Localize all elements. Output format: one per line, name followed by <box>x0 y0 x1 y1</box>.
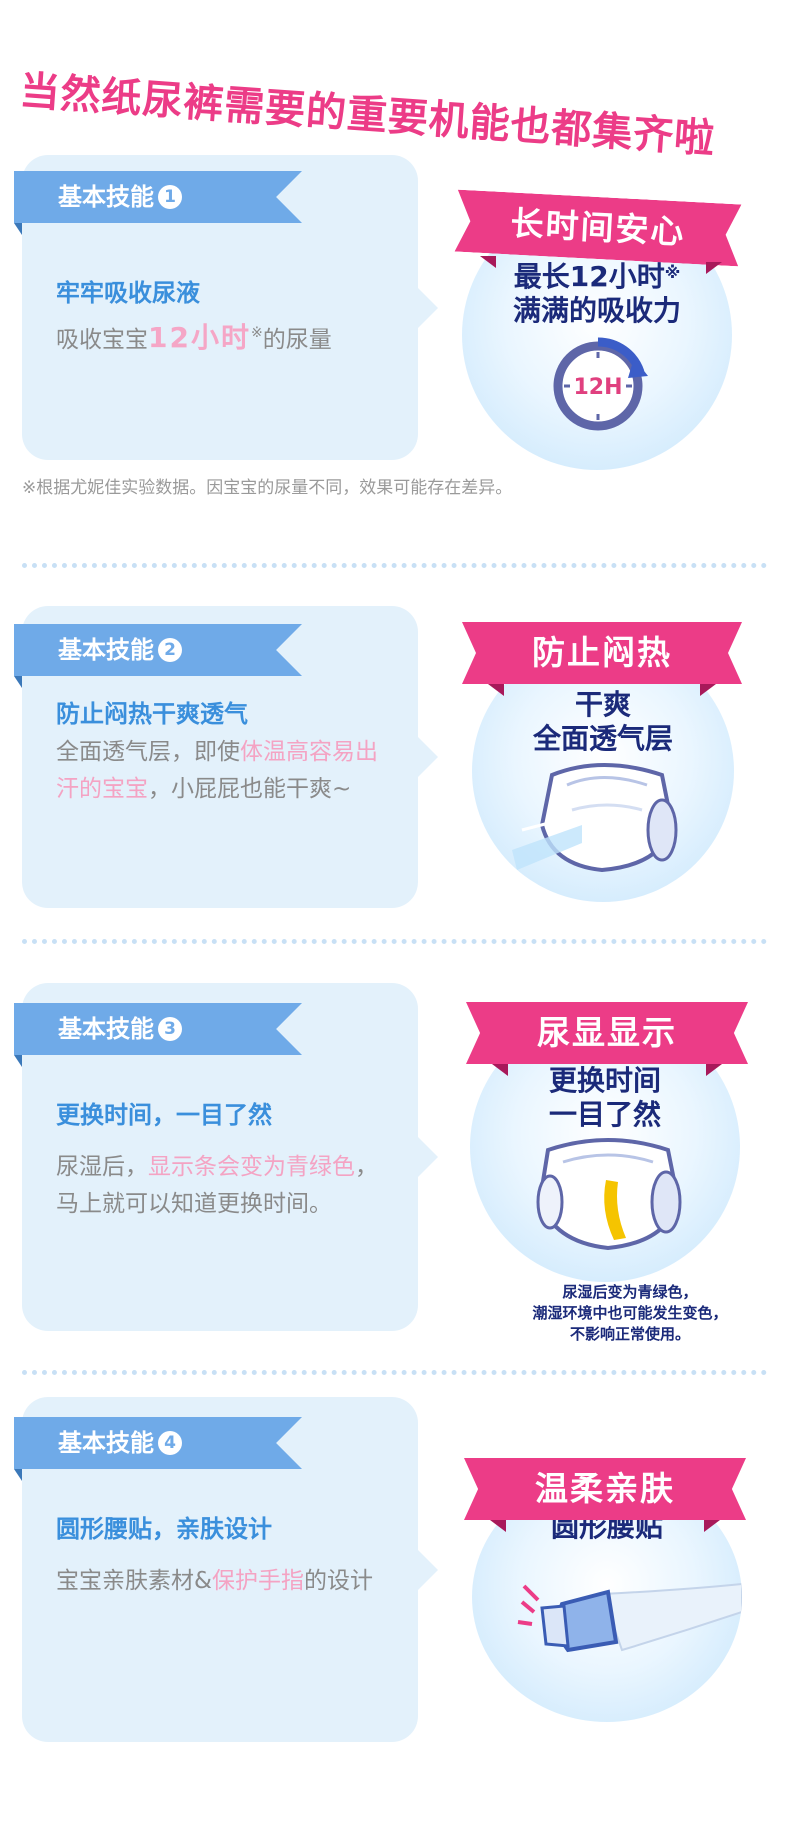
skill-badge-number: 3 <box>158 1017 182 1041</box>
feature-heading: 防止闷热干爽透气 <box>56 700 248 728</box>
diaper-indicator-icon <box>536 1138 682 1251</box>
description-text: 全面透气层，即使 <box>56 739 240 765</box>
feature-description: 宝宝亲肤素材&保护手指的设计 <box>56 1563 396 1600</box>
banner-tail <box>704 1520 720 1532</box>
feature-heading: 圆形腰贴，亲肤设计 <box>56 1515 272 1543</box>
footnote: ※根据尤妮佳实验数据。因宝宝的尿量不同，效果可能存在差异。 <box>22 478 513 498</box>
skill-badge-number: 2 <box>158 638 182 662</box>
description-highlight: 保护手指 <box>211 1568 304 1594</box>
section-divider <box>22 939 767 944</box>
feature-card-3: 基本技能 3 更换时间，一目了然 尿湿后，显示条会变为青绿色，马上就可以知道更换时… <box>14 983 438 1331</box>
section-divider <box>22 563 767 568</box>
circle-line: 最长12小时 <box>513 260 665 293</box>
feature-card-4: 基本技能 4 圆形腰贴，亲肤设计 宝宝亲肤素材&保护手指的设计 <box>14 1397 438 1742</box>
banner-tail <box>706 262 722 274</box>
skill-badge-number: 1 <box>158 185 182 209</box>
feature-banner-3: 尿显显示 <box>466 1002 748 1064</box>
banner-tail <box>490 1520 506 1532</box>
banner-tail <box>488 684 504 696</box>
banner-tail <box>480 256 496 268</box>
ribbon-fold <box>14 1055 22 1067</box>
indicator-note: 尿湿后变为青绿色， 潮湿环境中也可能发生变色， 不影响正常使用。 <box>480 1282 780 1345</box>
section-divider <box>22 1370 767 1375</box>
feature-card-1: 基本技能 1 牢牢吸收尿液 吸收宝宝12小时※的尿量 <box>14 155 438 460</box>
note-line: 不影响正常使用。 <box>569 1325 690 1343</box>
circle-line: 满满的吸收力 <box>512 294 681 327</box>
banner-tail <box>706 1064 722 1076</box>
ribbon-fold <box>14 223 22 235</box>
description-text: 的设计 <box>303 1568 373 1594</box>
skill-badge-2: 基本技能 2 <box>14 624 302 676</box>
feature-banner-2: 防止闷热 <box>462 622 742 684</box>
skill-badge-label: 基本技能 <box>58 183 154 211</box>
skill-badge-label: 基本技能 <box>58 1429 154 1457</box>
circle-line: 更换时间 <box>548 1064 661 1097</box>
description-text: 宝宝亲肤素材& <box>56 1568 212 1594</box>
description-mark: ※ <box>250 325 263 341</box>
circle-mark: ※ <box>664 263 681 282</box>
circle-line: 一目了然 <box>548 1098 661 1131</box>
circle-line: 干爽 <box>574 688 631 721</box>
description-highlight: 显示条会变为青绿色 <box>148 1154 355 1180</box>
feature-banner-4: 温柔亲肤 <box>464 1458 746 1520</box>
skill-badge-4: 基本技能 4 <box>14 1417 302 1469</box>
note-line: 潮湿环境中也可能发生变色， <box>532 1304 728 1322</box>
feature-heading: 更换时间，一目了然 <box>56 1101 272 1129</box>
description-text: ，马上就可以知道更换时间。 <box>56 1154 378 1217</box>
clock-label: 12H <box>573 375 622 400</box>
circle-text: 最长12小时※ 满满的吸收力 <box>462 256 732 328</box>
feature-description: 全面透气层，即使体温高容易出汗的宝宝，小屁屁也能干爽~ <box>56 734 396 808</box>
diaper-breathable-icon <box>512 763 678 873</box>
banner-tail <box>700 684 716 696</box>
description-highlight: 体温高容易出汗的宝宝 <box>56 739 378 802</box>
description-text: 的尿量 <box>262 327 332 353</box>
page-title: 当然纸尿裤需要的重要机能也都集齐啦 <box>18 68 717 163</box>
description-highlight: 12小时 <box>148 321 251 354</box>
feature-heading: 牢牢吸收尿液 <box>56 279 200 307</box>
waist-tape-icon <box>517 1582 742 1653</box>
clock-icon: 12H <box>553 337 648 431</box>
banner-tail <box>492 1064 508 1076</box>
description-text: 尿湿后， <box>56 1154 148 1180</box>
skill-badge-3: 基本技能 3 <box>14 1003 302 1055</box>
ribbon-fold <box>14 1469 22 1481</box>
skill-badge-label: 基本技能 <box>58 1015 154 1043</box>
feature-card-2: 基本技能 2 防止闷热干爽透气 全面透气层，即使体温高容易出汗的宝宝，小屁屁也能干… <box>14 606 438 908</box>
skill-badge-number: 4 <box>158 1431 182 1455</box>
circle-line: 全面透气层 <box>532 722 673 755</box>
feature-description: 吸收宝宝12小时※的尿量 <box>56 315 396 359</box>
feature-description: 尿湿后，显示条会变为青绿色，马上就可以知道更换时间。 <box>56 1149 396 1223</box>
skill-badge-label: 基本技能 <box>58 636 154 664</box>
description-text: 吸收宝宝 <box>56 327 148 353</box>
circle-text: 更换时间 一目了然 <box>470 1064 740 1132</box>
description-text: ，小屁屁也能干爽~ <box>148 776 352 802</box>
circle-text: 干爽 全面透气层 <box>472 688 734 756</box>
ribbon-fold <box>14 676 22 688</box>
note-line: 尿湿后变为青绿色， <box>562 1283 698 1301</box>
skill-badge-1: 基本技能 1 <box>14 171 302 223</box>
